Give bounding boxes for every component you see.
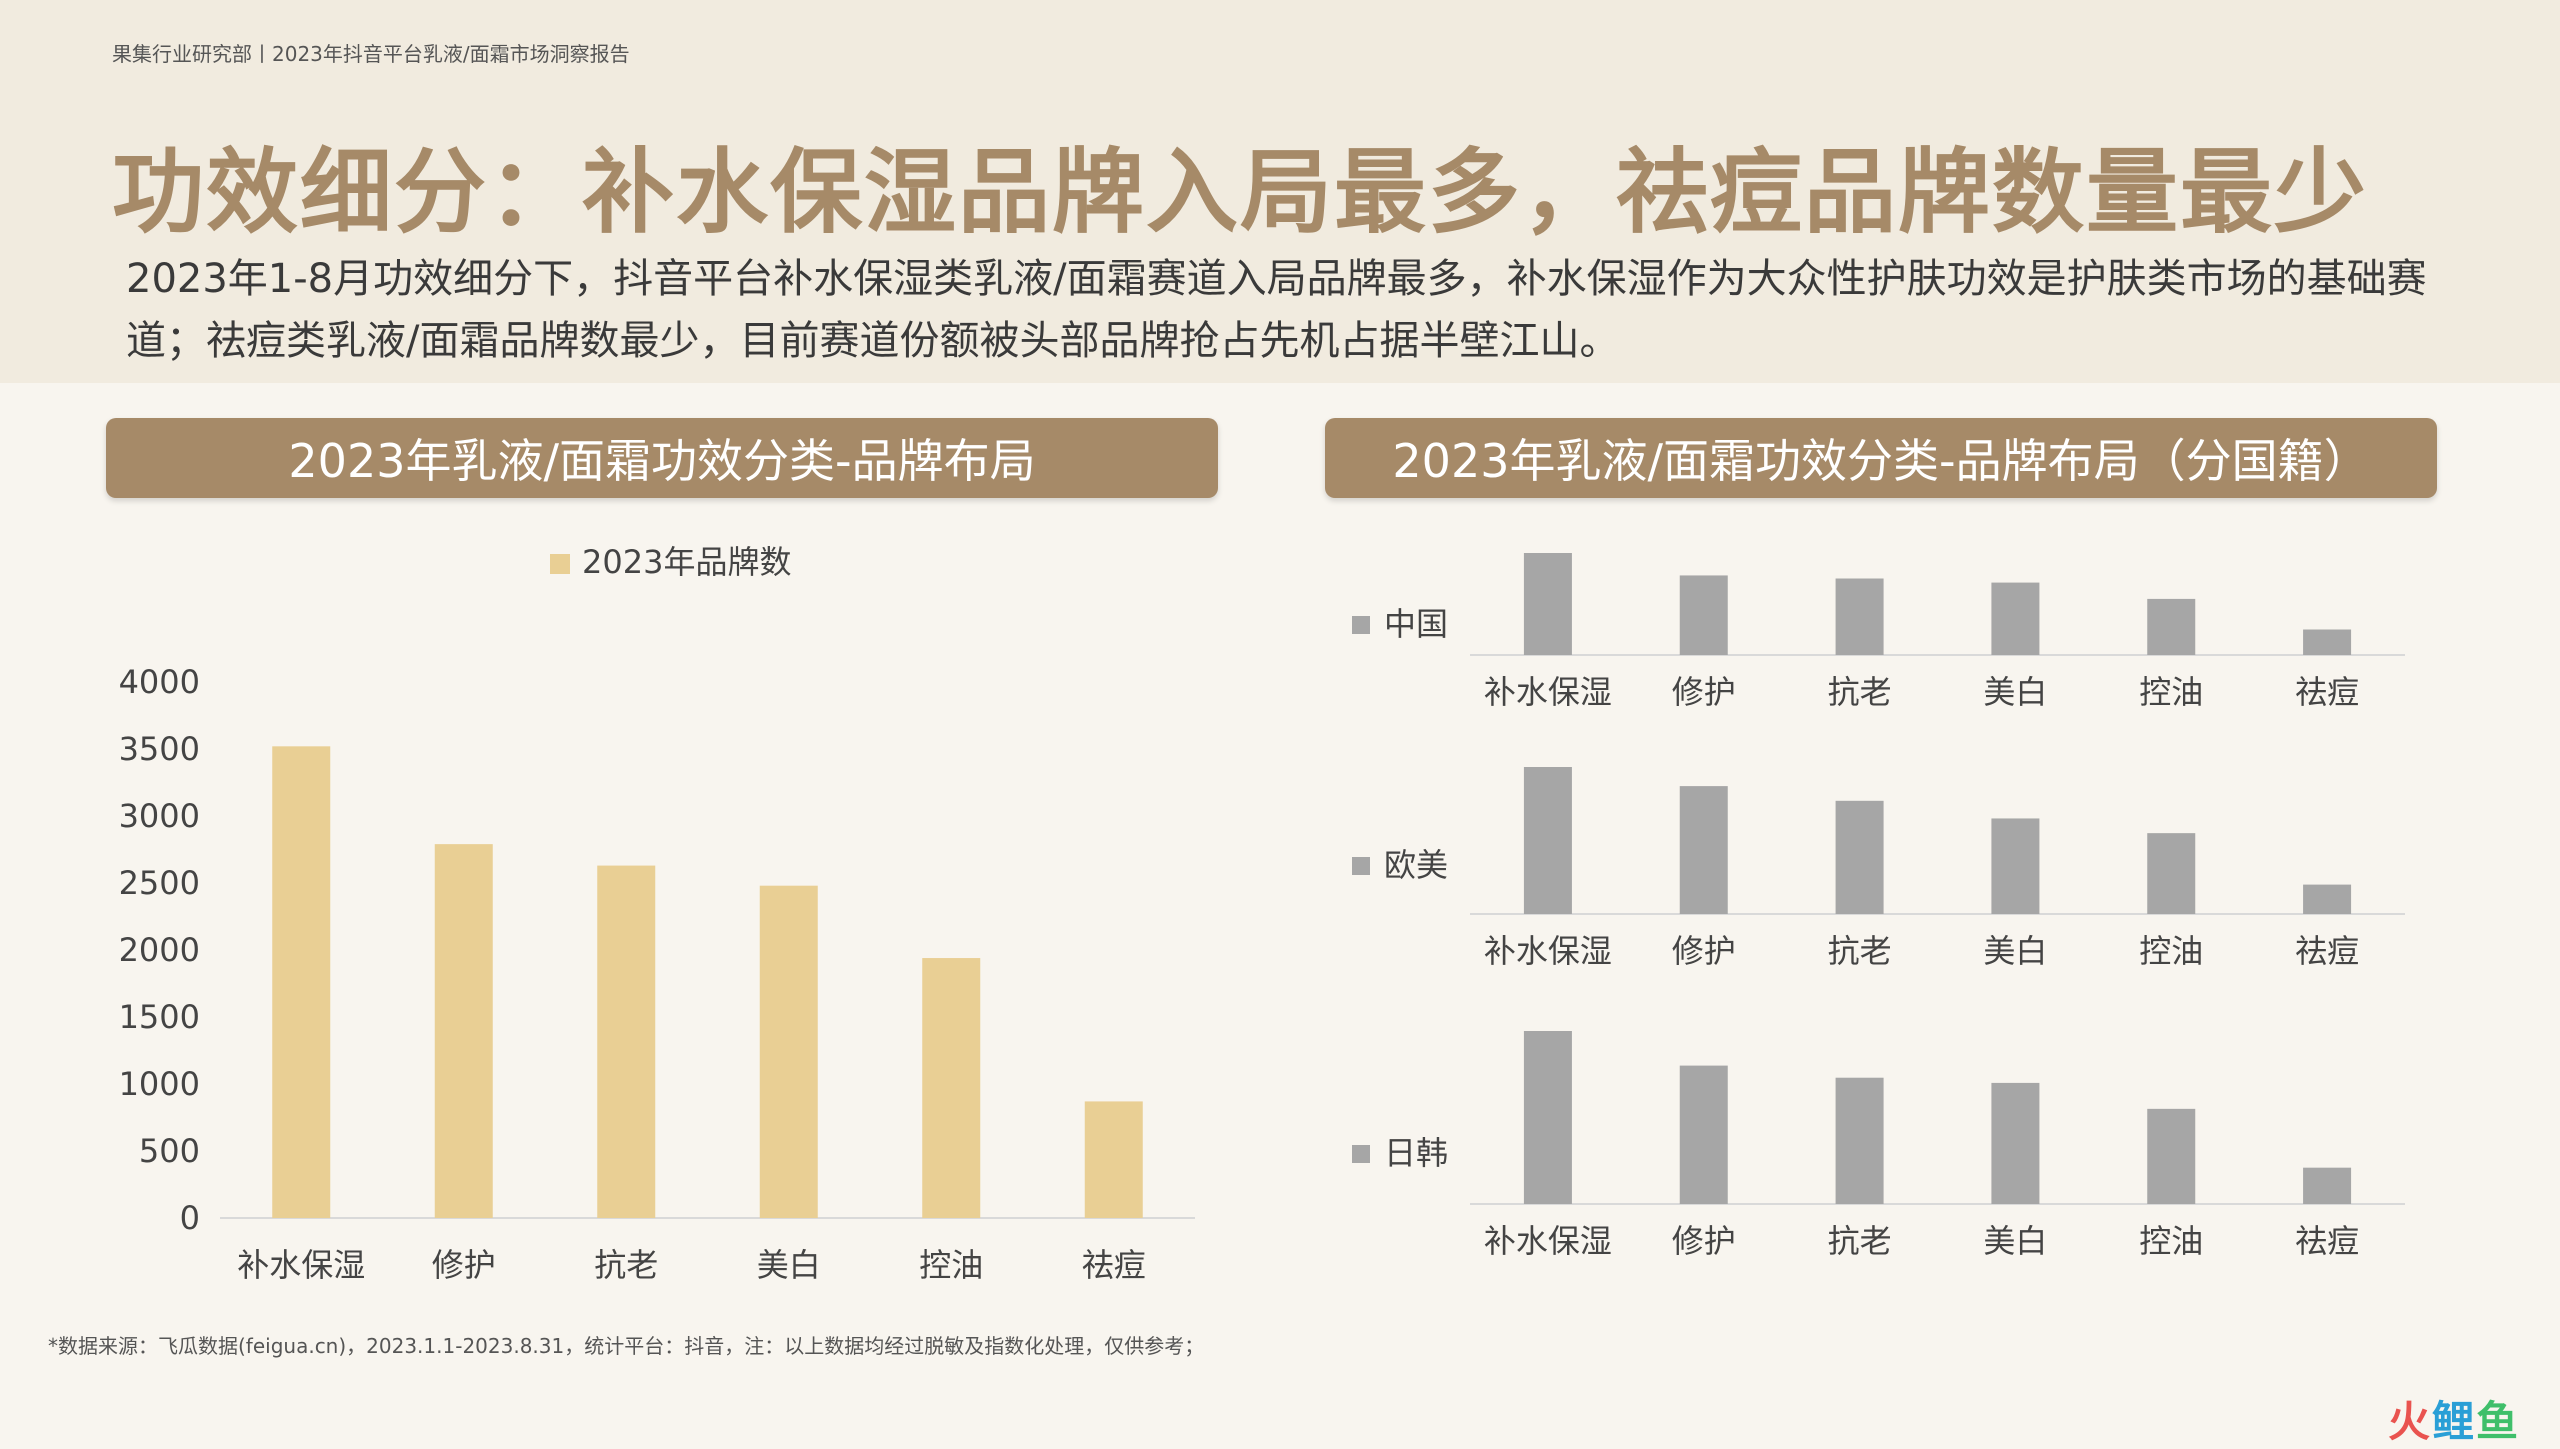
x-tick-label: 祛痘 (2295, 673, 2359, 711)
x-tick-label: 修护 (1672, 1222, 1736, 1260)
x-tick-label: 美白 (1983, 932, 2047, 970)
bar (1991, 1082, 2040, 1204)
y-tick-label: 1000 (119, 1065, 200, 1103)
bar (1523, 1031, 1572, 1204)
x-tick-label: 控油 (2139, 1222, 2203, 1260)
x-tick-label: 修护 (1672, 673, 1736, 711)
bar (434, 844, 493, 1218)
x-tick-label: 补水保湿 (1484, 932, 1612, 970)
x-tick-label: 控油 (919, 1246, 983, 1284)
x-tick-label: 修护 (1672, 932, 1736, 970)
x-tick-label: 祛痘 (2295, 1222, 2359, 1260)
bar (2303, 629, 2352, 655)
bar (1835, 800, 1884, 914)
x-tick-label: 祛痘 (1082, 1246, 1146, 1284)
y-tick-label: 500 (139, 1132, 200, 1170)
left-chart-title: 2023年乳液/面霜功效分类-品牌布局 (106, 418, 1218, 498)
bar (759, 885, 818, 1218)
x-tick-label: 补水保湿 (237, 1246, 365, 1284)
bar (1084, 1101, 1143, 1218)
bar (1523, 553, 1572, 655)
page-title: 功效细分：补水保湿品牌入局最多，祛痘品牌数量最少 (112, 139, 2369, 246)
x-tick-label: 修护 (432, 1246, 496, 1284)
bar (1679, 575, 1728, 655)
x-tick-label: 美白 (757, 1246, 821, 1284)
logo-part: 鱼 (2476, 1397, 2521, 1446)
y-tick-label: 2500 (119, 864, 200, 902)
x-tick-label: 抗老 (1828, 1222, 1892, 1260)
bar (1523, 767, 1572, 914)
bar (2303, 884, 2352, 914)
x-tick-label: 抗老 (594, 1246, 658, 1284)
x-tick-label: 抗老 (1828, 932, 1892, 970)
bar (1679, 786, 1728, 914)
x-tick-label: 补水保湿 (1484, 1222, 1612, 1260)
x-tick-label: 美白 (1983, 1222, 2047, 1260)
bar (1991, 582, 2040, 655)
x-tick-label: 抗老 (1828, 673, 1892, 711)
legend-swatch (550, 554, 570, 574)
legend-swatch (1352, 1145, 1370, 1163)
x-tick-label: 控油 (2139, 673, 2203, 711)
bar (1991, 818, 2040, 914)
x-tick-label: 补水保湿 (1484, 673, 1612, 711)
header-band (0, 0, 2560, 383)
bar (2147, 1108, 2196, 1204)
bar (1835, 578, 1884, 655)
x-tick-label: 美白 (1983, 673, 2047, 711)
legend-label: 2023年品牌数 (582, 543, 791, 581)
legend-label: 中国 (1384, 605, 1448, 643)
bar (922, 958, 981, 1218)
logo-part: 鲤 (2432, 1397, 2477, 1446)
legend-swatch (1352, 616, 1370, 634)
bar (1679, 1065, 1728, 1204)
y-tick-label: 3500 (119, 730, 200, 768)
bar (597, 865, 656, 1218)
x-tick-label: 控油 (2139, 932, 2203, 970)
brand-logo: 火鲤鱼 (2388, 1388, 2520, 1449)
y-tick-label: 3000 (119, 797, 200, 835)
legend-swatch (1352, 857, 1370, 875)
y-tick-label: 1500 (119, 998, 200, 1036)
page-subtitle: 2023年1-8月功效细分下，抖音平台补水保湿类乳液/面霜赛道入局品牌最多，补水… (126, 256, 2427, 364)
bar (1835, 1077, 1884, 1204)
right-chart-title: 2023年乳液/面霜功效分类-品牌布局（分国籍） (1325, 418, 2437, 498)
legend-label: 欧美 (1384, 846, 1448, 884)
x-tick-label: 祛痘 (2295, 932, 2359, 970)
report-source: 果集行业研究部丨2023年抖音平台乳液/面霜市场洞察报告 (112, 42, 630, 66)
bar (2303, 1167, 2352, 1204)
bar (2147, 598, 2196, 655)
y-tick-label: 2000 (119, 931, 200, 969)
bar (272, 746, 331, 1218)
legend-label: 日韩 (1384, 1134, 1448, 1172)
logo-part: 火 (2388, 1397, 2433, 1446)
data-footnote: *数据来源：飞瓜数据(feigua.cn)，2023.1.1-2023.8.31… (48, 1334, 1205, 1358)
bar (2147, 833, 2196, 914)
y-tick-label: 4000 (119, 663, 200, 701)
y-tick-label: 0 (180, 1199, 200, 1237)
